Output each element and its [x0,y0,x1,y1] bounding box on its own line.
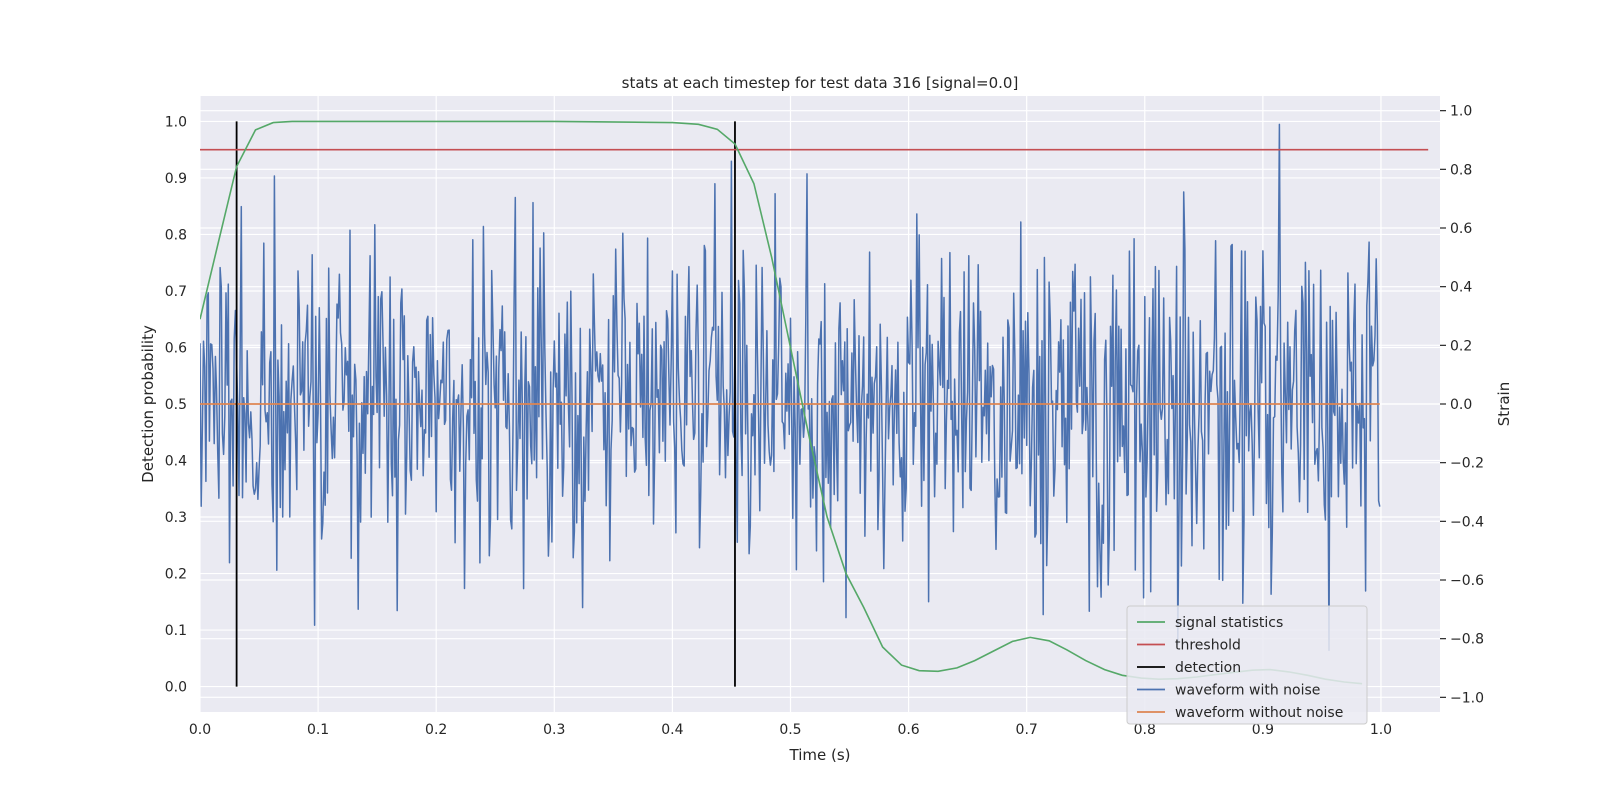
y-tick-label-right: 0.0 [1450,397,1472,413]
y-tick-label-right: −0.4 [1450,514,1484,530]
y-tick-label-left: 0.7 [165,284,187,300]
x-tick-label: 0.9 [1252,722,1274,738]
y-tick-label-right: 0.2 [1450,338,1472,354]
y-tick-label-right: 0.6 [1450,221,1472,237]
y-tick-label-left: 0.4 [165,454,187,470]
legend-label: signal statistics [1175,615,1283,631]
x-tick-label: 0.0 [189,722,211,738]
x-tick-label: 1.0 [1370,722,1392,738]
y-tick-label-left: 0.0 [165,680,187,696]
x-tick-label: 0.3 [543,722,565,738]
y-tick-label-left: 0.5 [165,397,187,413]
y-tick-label-left: 0.1 [165,623,187,639]
y-tick-label-right: −1.0 [1450,690,1484,706]
y-tick-label-right: 0.4 [1450,280,1472,296]
y-axis-label-left: Detection probability [139,325,157,483]
legend-label: waveform without noise [1175,705,1343,721]
y-tick-label-right: 1.0 [1450,104,1472,120]
legend: signal statistics threshold detection wavef… [1126,605,1368,725]
y-tick-label-left: 0.6 [165,340,187,356]
y-tick-label-right: −0.2 [1450,456,1484,472]
x-tick-label: 0.8 [1134,722,1156,738]
legend-label: detection [1175,660,1241,676]
x-tick-label: 0.4 [661,722,683,738]
x-tick-label: 0.5 [779,722,801,738]
y-axis-label-right: Strain [1495,382,1513,426]
y-tick-label-left: 0.8 [165,227,187,243]
y-tick-label-left: 0.2 [165,567,187,583]
x-tick-label: 0.7 [1016,722,1038,738]
y-tick-label-right: −0.6 [1450,573,1484,589]
x-tick-label: 0.6 [897,722,919,738]
y-tick-label-left: 1.0 [165,114,187,130]
x-axis-label: Time (s) [789,746,851,764]
x-tick-label: 0.2 [425,722,447,738]
series-waveform-with-noise [200,123,1381,652]
legend-box [1126,605,1368,725]
x-tick-label: 0.1 [307,722,329,738]
legend-label: threshold [1175,638,1241,654]
y-tick-label-left: 0.3 [165,510,187,526]
legend-label: waveform with noise [1175,683,1320,699]
y-tick-label-right: 0.8 [1450,162,1472,178]
chart-title: stats at each timestep for test data 316… [622,74,1019,92]
y-tick-label-left: 0.9 [165,171,187,187]
y-tick-label-right: −0.8 [1450,632,1484,648]
